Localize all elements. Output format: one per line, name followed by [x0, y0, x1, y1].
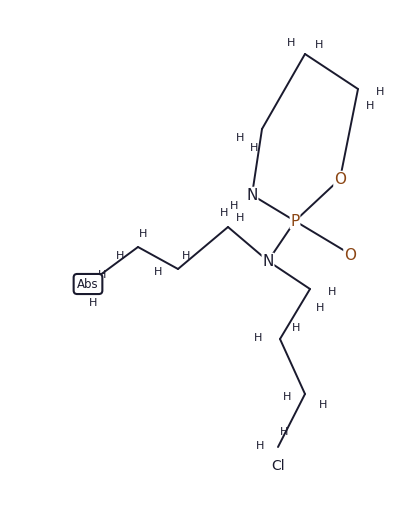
Text: H: H	[139, 229, 147, 239]
Text: H: H	[376, 87, 384, 97]
Text: H: H	[316, 302, 324, 313]
Text: H: H	[236, 213, 244, 222]
Text: O: O	[334, 172, 346, 187]
Text: P: P	[290, 214, 300, 229]
Text: H: H	[182, 250, 190, 261]
Text: H: H	[254, 332, 262, 343]
Text: H: H	[116, 250, 124, 261]
Text: H: H	[280, 426, 288, 436]
Text: H: H	[230, 201, 238, 211]
Text: H: H	[236, 133, 244, 143]
Text: H: H	[256, 440, 264, 450]
Text: H: H	[319, 399, 327, 409]
Text: H: H	[283, 391, 291, 401]
Text: N: N	[247, 188, 258, 203]
Text: Abs: Abs	[77, 278, 99, 291]
Text: H: H	[89, 297, 97, 307]
Text: H: H	[250, 143, 258, 153]
Text: H: H	[366, 101, 374, 111]
Text: O: O	[344, 247, 356, 262]
Text: Cl: Cl	[271, 458, 285, 472]
Text: H: H	[220, 208, 228, 217]
Text: H: H	[315, 40, 323, 50]
Text: H: H	[287, 38, 295, 48]
Text: H: H	[154, 267, 162, 276]
Text: H: H	[292, 322, 300, 332]
Text: H: H	[328, 287, 336, 296]
Text: H: H	[98, 269, 106, 279]
Text: N: N	[262, 254, 273, 269]
